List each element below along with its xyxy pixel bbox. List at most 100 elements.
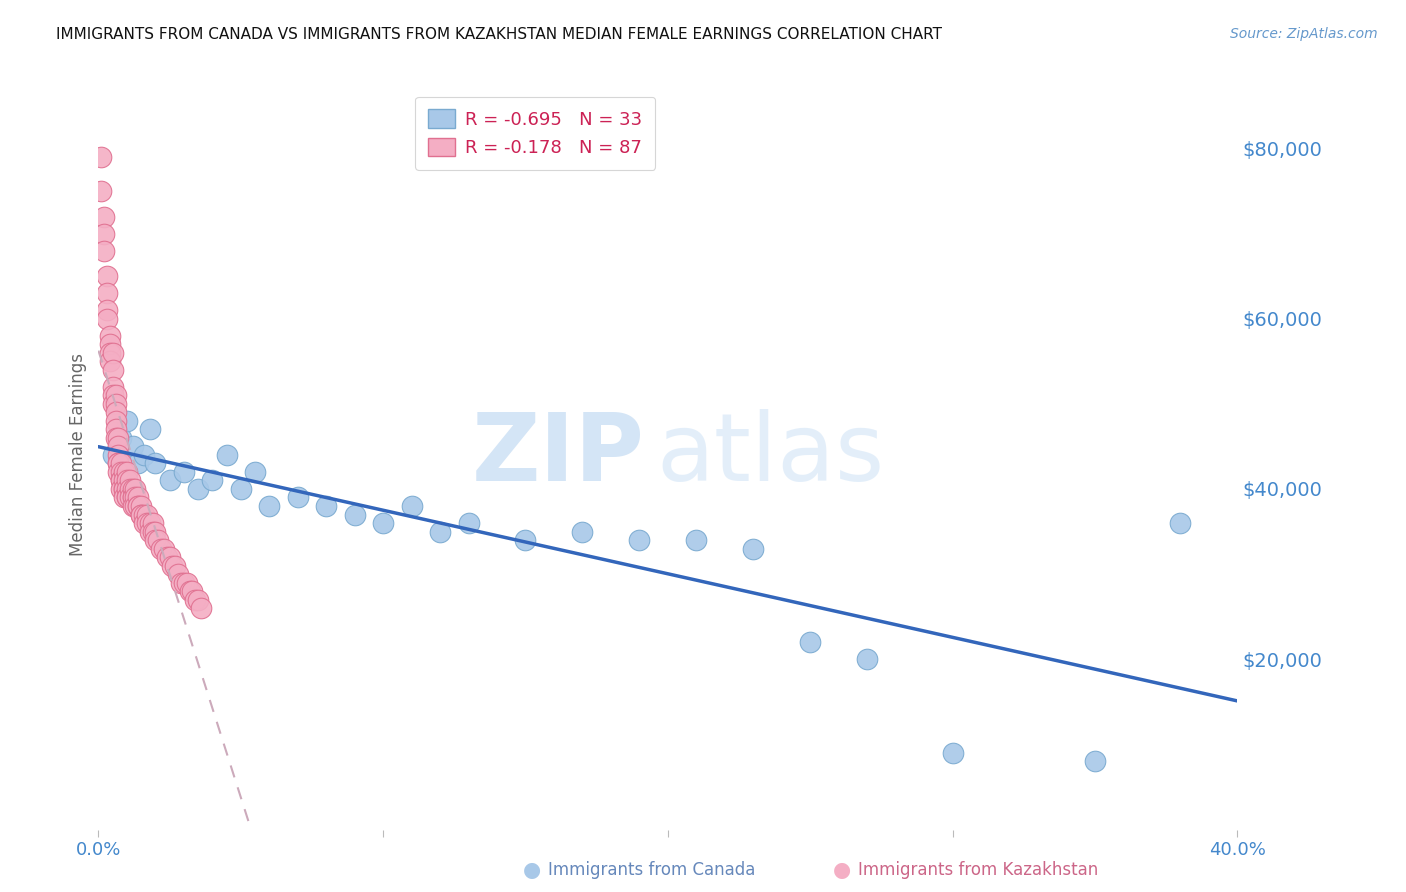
Point — [101, 397, 124, 411]
Point — [429, 524, 451, 539]
Point — [135, 516, 157, 530]
Point — [287, 491, 309, 505]
Point — [127, 491, 149, 505]
Point — [107, 439, 129, 453]
Point — [104, 388, 127, 402]
Point — [176, 575, 198, 590]
Point — [96, 303, 118, 318]
Point — [98, 328, 121, 343]
Point — [259, 499, 281, 513]
Point — [115, 474, 138, 488]
Point — [162, 558, 184, 573]
Point — [145, 457, 167, 471]
Point — [112, 474, 135, 488]
Point — [115, 482, 138, 496]
Point — [571, 524, 593, 539]
Point — [141, 524, 163, 539]
Point — [107, 465, 129, 479]
Point — [229, 482, 252, 496]
Point — [110, 431, 132, 445]
Text: IMMIGRANTS FROM CANADA VS IMMIGRANTS FROM KAZAKHSTAN MEDIAN FEMALE EARNINGS CORR: IMMIGRANTS FROM CANADA VS IMMIGRANTS FRO… — [56, 27, 942, 42]
Point — [98, 345, 121, 359]
Point — [181, 584, 204, 599]
Point — [107, 457, 129, 471]
Point — [132, 448, 155, 462]
Point — [115, 465, 138, 479]
Point — [127, 499, 149, 513]
Point — [93, 227, 115, 241]
Point — [98, 354, 121, 368]
Point — [112, 482, 135, 496]
Point — [165, 558, 187, 573]
Point — [135, 508, 157, 522]
Text: Immigrants from Canada: Immigrants from Canada — [548, 861, 755, 879]
Point — [110, 465, 132, 479]
Point — [121, 439, 143, 453]
Point — [110, 474, 132, 488]
Point — [187, 592, 209, 607]
Point — [515, 533, 537, 547]
Point — [96, 286, 118, 301]
Point — [112, 482, 135, 496]
Point — [153, 541, 176, 556]
Point — [127, 499, 149, 513]
Point — [167, 567, 190, 582]
Point — [104, 405, 127, 419]
Point — [215, 448, 238, 462]
Point — [159, 550, 181, 565]
Point — [129, 508, 152, 522]
Point — [742, 541, 765, 556]
Point — [96, 311, 118, 326]
Point — [170, 575, 193, 590]
Text: ZIP: ZIP — [472, 409, 645, 501]
Point — [173, 465, 195, 479]
Point — [101, 380, 124, 394]
Point — [110, 474, 132, 488]
Point — [187, 482, 209, 496]
Point — [110, 482, 132, 496]
Point — [401, 499, 423, 513]
Point — [942, 746, 965, 760]
Point — [685, 533, 707, 547]
Point — [457, 516, 479, 530]
Point — [115, 414, 138, 428]
Text: ●: ● — [832, 860, 851, 880]
Point — [101, 388, 124, 402]
Point — [112, 465, 135, 479]
Point — [124, 491, 146, 505]
Point — [90, 184, 112, 198]
Point — [628, 533, 651, 547]
Point — [138, 524, 160, 539]
Point — [179, 584, 201, 599]
Point — [1084, 755, 1107, 769]
Point — [115, 491, 138, 505]
Point — [93, 210, 115, 224]
Point — [118, 482, 141, 496]
Point — [121, 491, 143, 505]
Point — [124, 482, 146, 496]
Point — [98, 337, 121, 351]
Point — [315, 499, 337, 513]
Point — [101, 345, 124, 359]
Point — [115, 491, 138, 505]
Point — [129, 508, 152, 522]
Point — [118, 491, 141, 505]
Point — [132, 516, 155, 530]
Point — [104, 422, 127, 436]
Point — [90, 150, 112, 164]
Point — [104, 397, 127, 411]
Point — [132, 508, 155, 522]
Point — [148, 533, 170, 547]
Point — [107, 457, 129, 471]
Point — [96, 269, 118, 284]
Text: Immigrants from Kazakhstan: Immigrants from Kazakhstan — [858, 861, 1098, 879]
Point — [129, 499, 152, 513]
Y-axis label: Median Female Earnings: Median Female Earnings — [69, 353, 87, 557]
Point — [127, 457, 149, 471]
Point — [173, 575, 195, 590]
Point — [93, 244, 115, 258]
Point — [141, 516, 163, 530]
Point — [101, 448, 124, 462]
Point — [156, 550, 179, 565]
Point — [104, 431, 127, 445]
